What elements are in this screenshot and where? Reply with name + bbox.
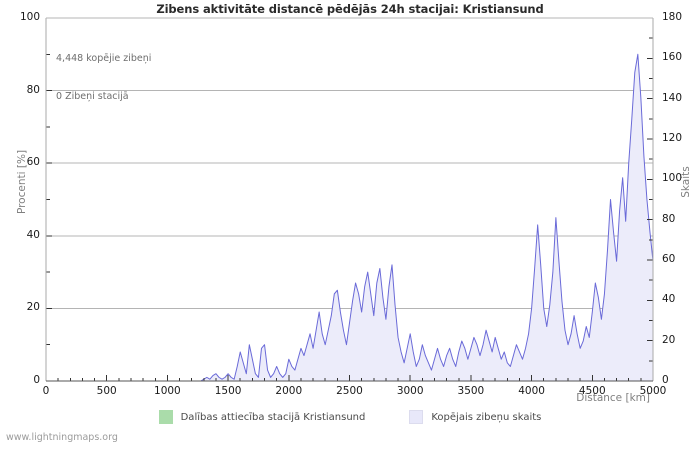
x-axis-tick-1000: 1000 (154, 385, 181, 397)
x-axis-tick-4000: 4000 (518, 385, 545, 397)
x-axis-tick-0: 0 (42, 385, 50, 397)
y-axis-left-tick-0: 0 (33, 374, 40, 386)
x-axis-tick-2000: 2000 (275, 385, 303, 397)
x-axis-tick-3500: 3500 (457, 385, 485, 397)
annotation-box: 4,448 kopējie zibeņi 0 Zibeņi stacijā (56, 28, 151, 128)
y-axis-right-tick-80: 80 (662, 212, 676, 225)
legend-item-ratio[interactable]: Dalības attiecība stacijā Kristiansund (158, 410, 366, 424)
legend-swatch-total (409, 410, 424, 424)
plot-frame (45, 17, 654, 382)
y-axis-left-tick-100: 100 (19, 11, 40, 23)
legend-swatch-ratio (158, 410, 173, 424)
y-axis-right-tick-120: 120 (662, 132, 683, 144)
legend-label-total: Kopējais zibeņu skaits (431, 411, 542, 423)
y-axis-right-tick-160: 160 (662, 51, 683, 64)
legend-item-total[interactable]: Kopējais zibeņu skaits (409, 410, 541, 424)
x-axis-tick-1500: 1500 (214, 385, 242, 397)
y-axis-right-tick-0: 0 (662, 374, 669, 386)
x-axis-tick-5000: 5000 (639, 385, 667, 397)
y-axis-left-tick-60: 60 (26, 156, 40, 169)
y-axis-right-tick-140: 140 (662, 91, 683, 104)
x-axis-title: Distance [km] (576, 392, 650, 404)
y-axis-right-tick-40: 40 (662, 293, 676, 306)
y-axis-left-tick-20: 20 (26, 301, 40, 314)
y-axis-right-tick-180: 180 (662, 11, 683, 23)
legend: Dalības attiecība stacijā Kristiansund K… (0, 410, 700, 424)
watermark: www.lightningmaps.org (6, 432, 118, 443)
y-axis-left-tick-40: 40 (26, 228, 40, 241)
y-axis-right-tick-60: 60 (662, 253, 676, 265)
annotation-station: 0 Zibeņi stacijā (56, 90, 129, 102)
y-axis-left-tick-80: 80 (26, 83, 40, 96)
y-axis-left-title: Procenti [%] (16, 149, 28, 215)
x-axis-tick-3000: 3000 (396, 385, 424, 397)
x-axis-tick-4500: 4500 (578, 385, 606, 397)
annotation-total: 4,448 kopējie zibeņi (56, 53, 152, 64)
x-axis-tick-2500: 2500 (336, 385, 363, 397)
legend-label-ratio: Dalības attiecība stacijā Kristiansund (180, 411, 366, 423)
page-title: Zibens aktivitāte distancē pēdējās 24h s… (156, 2, 544, 16)
x-axis-tick-500: 500 (96, 385, 117, 397)
y-axis-right-tick-20: 20 (662, 333, 676, 346)
y-axis-right-tick-100: 100 (662, 172, 683, 185)
